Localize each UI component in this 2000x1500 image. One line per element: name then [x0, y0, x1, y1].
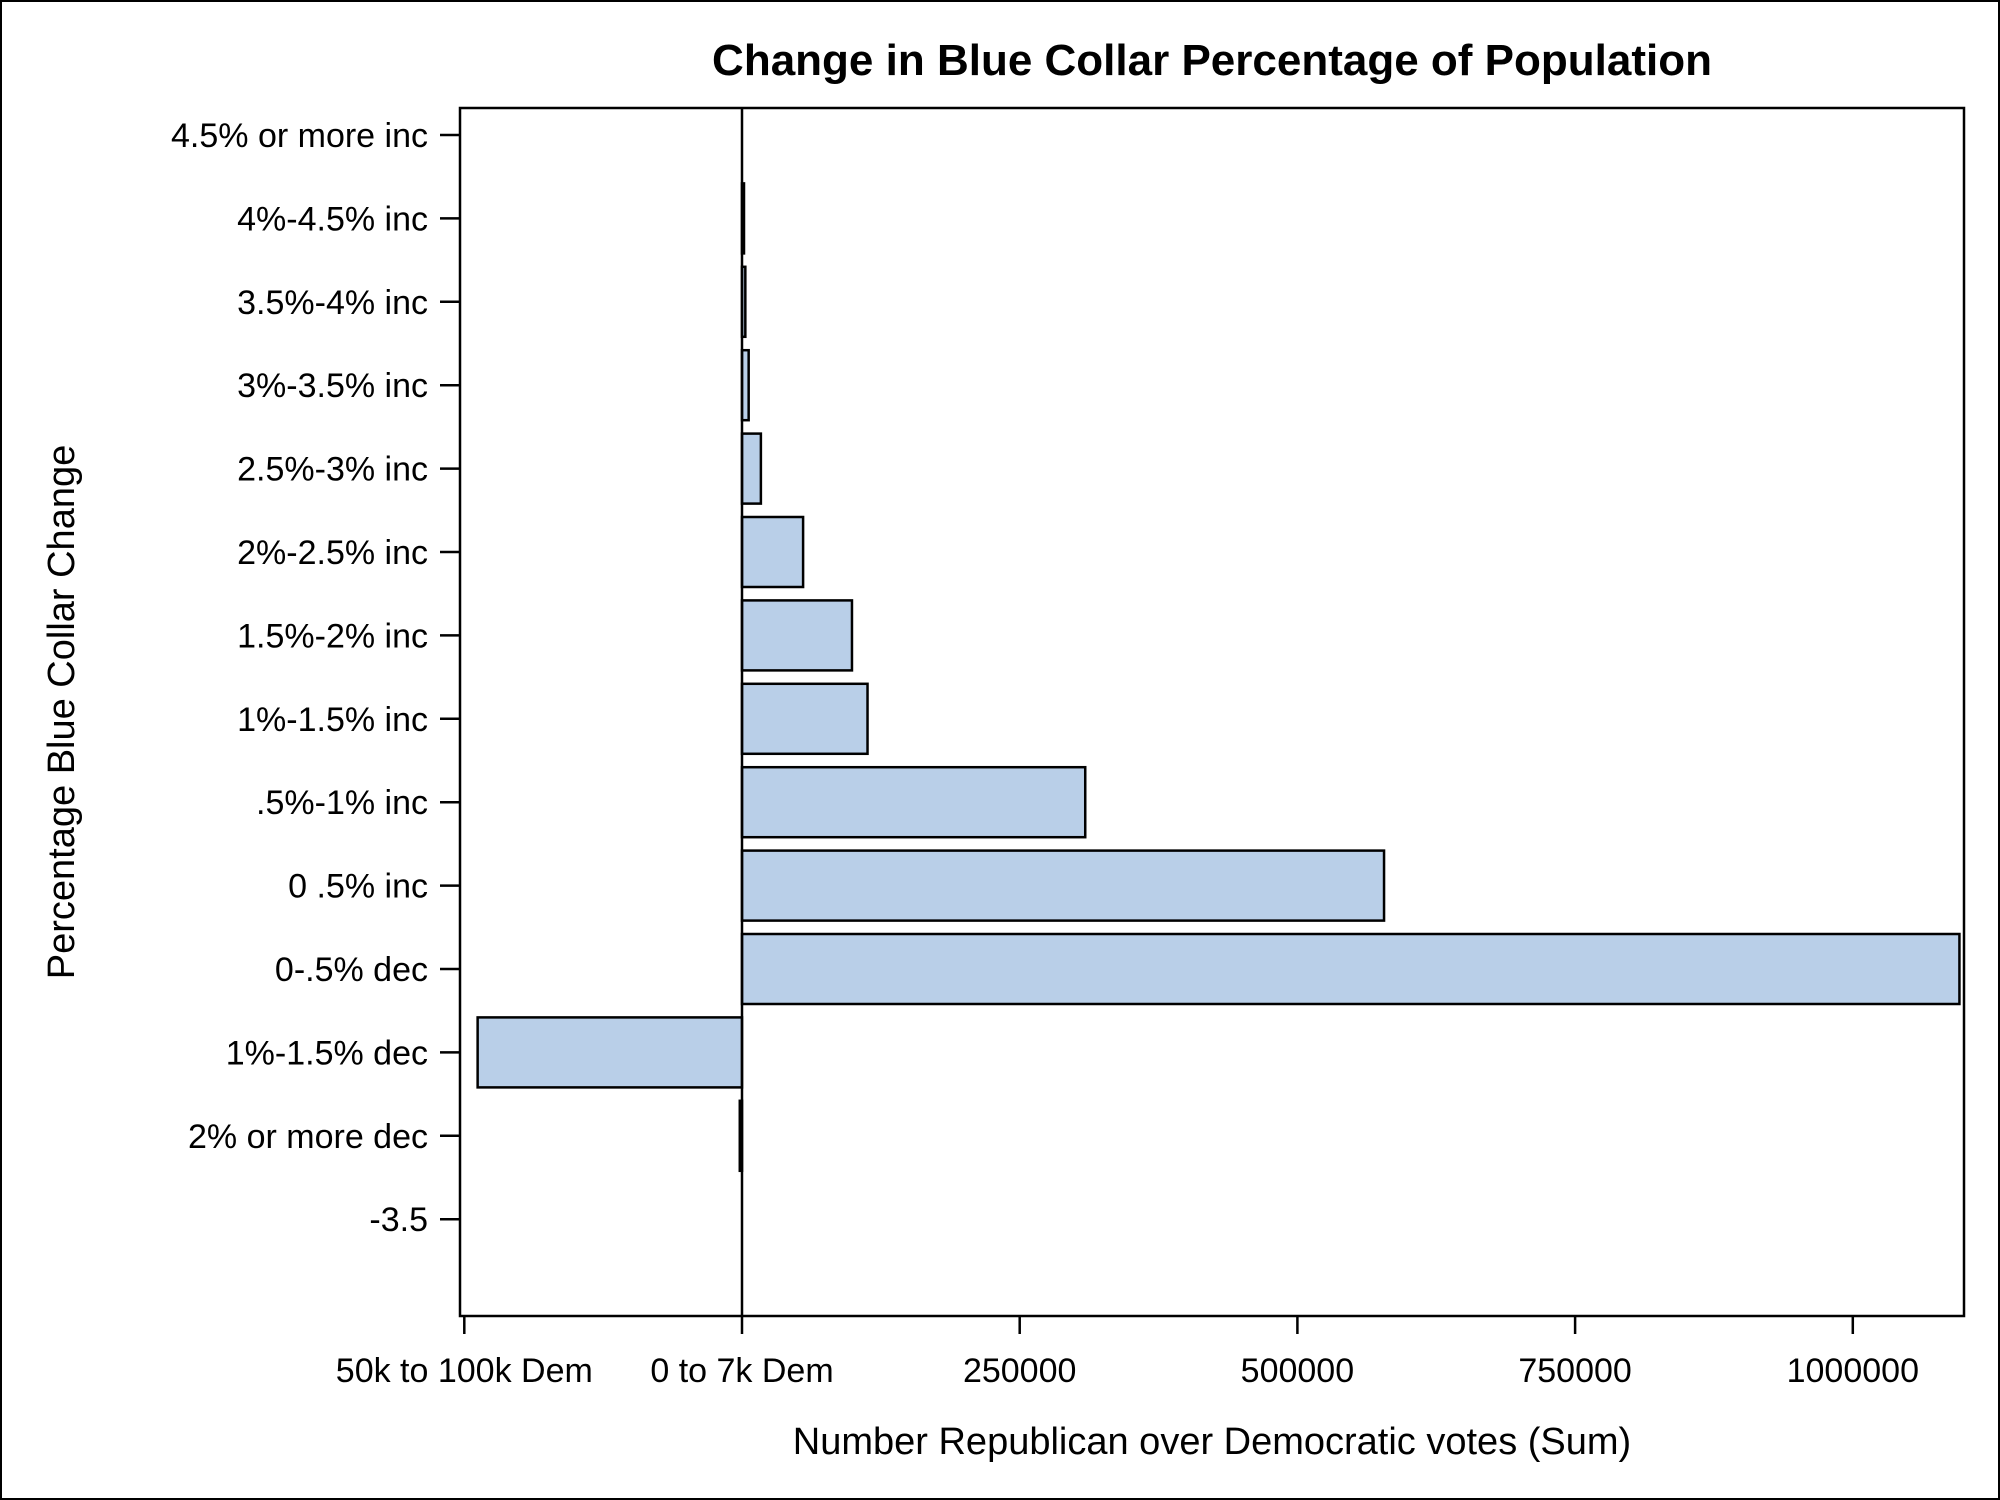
- y-tick-label-0: 4.5% or more inc: [171, 117, 428, 155]
- plot-area: [458, 106, 1966, 1318]
- bar-9: [740, 849, 1386, 922]
- y-tick-label-1: 4%-4.5% inc: [237, 200, 428, 238]
- bar-8: [740, 765, 1087, 839]
- y-tick-label-3: 3%-3.5% inc: [237, 367, 428, 405]
- x-tick-label-2: 250000: [963, 1352, 1076, 1390]
- y-tick-label-12: 2% or more dec: [188, 1118, 428, 1156]
- x-tick-label-5: 1000000: [1787, 1352, 1919, 1390]
- x-axis: 50k to 100k Dem 0 to 7k Dem 250000 500000 75…: [336, 1316, 1919, 1390]
- bar-4: [740, 432, 763, 505]
- y-tick-label-10: 0-.5% dec: [275, 951, 428, 989]
- x-axis-label: Number Republican over Democratic votes …: [793, 1421, 1631, 1463]
- bar-6: [740, 599, 854, 672]
- bar-7: [740, 682, 869, 756]
- x-tick-label-0: 50k to 100k Dem: [336, 1352, 593, 1390]
- y-tick-label-2: 3.5%-4% inc: [237, 284, 428, 322]
- y-tick-label-4: 2.5%-3% inc: [237, 451, 428, 489]
- x-tick-label-4: 750000: [1518, 1352, 1631, 1390]
- bar-5: [740, 515, 805, 589]
- y-axis-label: Percentage Blue Collar Change: [41, 445, 83, 979]
- bar-10: [740, 932, 1961, 1006]
- y-tick-label-13: -3.5: [369, 1201, 428, 1239]
- y-tick-label-7: 1%-1.5% inc: [237, 701, 428, 739]
- y-tick-label-11: 1%-1.5% dec: [226, 1034, 428, 1072]
- bars-group: [476, 182, 1961, 1173]
- chart-title: Change in Blue Collar Percentage of Popu…: [712, 36, 1712, 85]
- y-tick-label-9: 0 .5% inc: [288, 868, 428, 906]
- y-tick-label-8: .5%-1% inc: [256, 784, 428, 822]
- bar-11: [476, 1016, 744, 1089]
- y-tick-label-5: 2%-2.5% inc: [237, 534, 428, 572]
- x-tick-label-1: 0 to 7k Dem: [650, 1352, 833, 1390]
- x-tick-label-3: 500000: [1241, 1352, 1354, 1390]
- y-tick-label-6: 1.5%-2% inc: [237, 617, 428, 655]
- y-axis: 4.5% or more inc 4%-4.5% inc 3.5%-4% inc 3%…: [171, 117, 460, 1239]
